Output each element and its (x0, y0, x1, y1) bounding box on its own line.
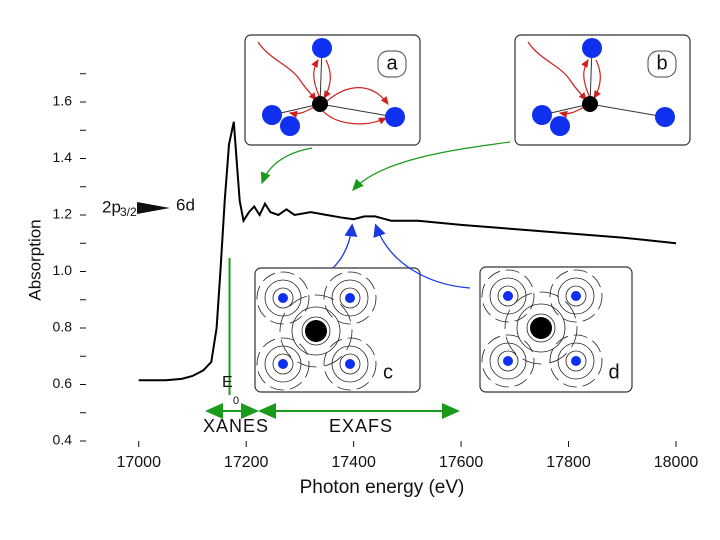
wave-front (339, 353, 361, 375)
wave-front (323, 271, 377, 325)
x-tick-label: 17400 (331, 454, 376, 471)
neighbor-atom (345, 359, 355, 369)
wave-front (549, 269, 603, 323)
neighbor-atom (278, 293, 288, 303)
panel-tag: c (383, 361, 393, 383)
scatter-path (323, 59, 331, 100)
bond (589, 103, 666, 118)
transition-sub: 3/2 (120, 205, 137, 219)
wave-front (497, 350, 519, 372)
panel-tag: b (656, 52, 667, 74)
transition-from: 2p (102, 197, 121, 216)
x-axis-label: Photon energy (eV) (300, 477, 465, 498)
neighbor-atom (571, 356, 581, 366)
wave-front (272, 353, 294, 375)
y-tick-label: 1.2 (53, 206, 73, 222)
wave-front (272, 287, 294, 309)
spectrum-line (138, 121, 677, 382)
y-tick-label: 0.4 (53, 432, 73, 448)
neighbor-atom (582, 38, 602, 58)
x-tick-label: 17600 (439, 454, 484, 471)
wave-front (565, 350, 587, 372)
pointer-arrow (352, 141, 511, 191)
pointer-arrow (373, 223, 471, 289)
neighbor-atom (503, 356, 513, 366)
y-tick-label: 0.6 (53, 375, 73, 391)
wave-front (504, 291, 578, 365)
wave-front (526, 313, 556, 343)
panel-tag: d (608, 361, 619, 383)
x-tick-label: 18000 (654, 454, 699, 471)
wave-front (516, 303, 566, 353)
wave-front (291, 306, 341, 356)
absorber-atom (305, 320, 327, 342)
neighbor-atom (385, 107, 405, 127)
y-tick-label: 0.8 (53, 319, 73, 335)
y-tick-label: 1.4 (53, 149, 73, 165)
neighbor-atom (532, 105, 552, 125)
neighbor-atom (550, 116, 570, 136)
inset-panel (254, 267, 421, 393)
wave-front (256, 337, 310, 391)
panel-tag-box (647, 50, 677, 78)
x-tick-label: 17800 (546, 454, 591, 471)
neighbor-atom (345, 293, 355, 303)
exafs-label: EXAFS (329, 416, 393, 436)
xanes-label: XANES (203, 416, 269, 436)
wave-front (481, 269, 535, 323)
panel-tag-box (377, 50, 407, 78)
wave-front (331, 279, 369, 317)
neighbor-atom (503, 291, 513, 301)
scatter-path (257, 41, 317, 101)
x-tick-label: 17200 (224, 454, 269, 471)
absorber-atom (582, 96, 598, 112)
transition-to: 6d (176, 195, 195, 214)
pointer-arrow (332, 223, 358, 269)
scatter-path (311, 58, 321, 99)
wave-front (323, 337, 377, 391)
wave-front (481, 334, 535, 388)
scatter-path (325, 87, 389, 105)
neighbor-atom (280, 116, 300, 136)
wave-front (497, 285, 519, 307)
wave-front (301, 316, 331, 346)
y-axis-label: Absorption (25, 219, 44, 300)
wave-front (256, 271, 310, 325)
neighbor-atom (571, 291, 581, 301)
absorber-atom (312, 96, 328, 112)
scatter-path (321, 109, 388, 125)
neighbor-atom (278, 359, 288, 369)
bond (319, 103, 396, 118)
y-tick-label: 1.0 (53, 262, 73, 278)
x-tick-label: 17000 (116, 454, 161, 471)
wave-front (339, 287, 361, 309)
scatter-path (581, 58, 591, 99)
scatter-path (527, 41, 587, 101)
transition-arrow (137, 202, 170, 214)
edge-label: E (222, 374, 233, 391)
y-tick-label: 1.6 (53, 93, 73, 109)
scatter-path (593, 59, 601, 100)
wave-front (557, 342, 595, 380)
panel-tag: a (386, 52, 398, 74)
neighbor-atom (262, 105, 282, 125)
absorber-atom (530, 317, 552, 339)
wave-front (331, 345, 369, 383)
edge-sub: 0 (233, 395, 239, 407)
pointer-arrow (260, 147, 313, 185)
wave-front (565, 285, 587, 307)
neighbor-atom (655, 107, 675, 127)
neighbor-atom (312, 38, 332, 58)
wave-front (279, 294, 353, 368)
